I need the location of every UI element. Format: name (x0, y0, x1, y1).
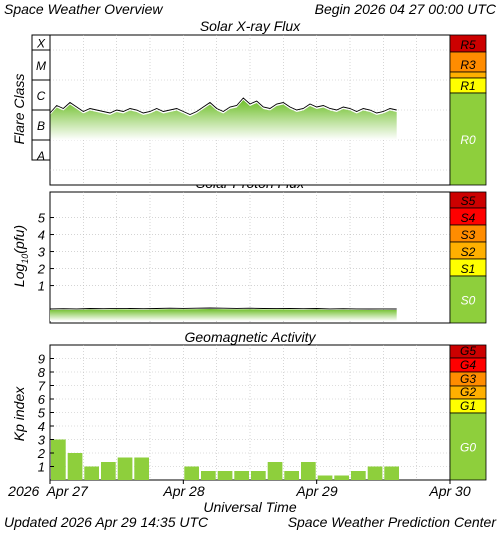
kp-bar (84, 466, 99, 480)
begin-time: Begin 2026 04 27 00:00 UTC (315, 1, 497, 17)
scale-label-g2: G2 (460, 385, 476, 399)
kp-bar (184, 466, 199, 480)
proton-ytick-label: 3 (38, 245, 46, 260)
scale-label-s2: S2 (461, 245, 476, 259)
kp-bar (251, 471, 266, 480)
scale-label-g3: G3 (460, 372, 476, 386)
scale-label-s5: S5 (461, 194, 476, 208)
flare-class-c: C (37, 89, 46, 103)
proton-series (49, 307, 397, 321)
scale-label-r5: R5 (460, 38, 476, 52)
kp-bar (317, 475, 333, 480)
kp-bar (201, 471, 216, 480)
kp-bars (51, 439, 399, 480)
scale-segment (449, 275, 487, 324)
proton-ytick-label: 5 (38, 211, 46, 226)
scale-label-g4: G4 (460, 358, 476, 372)
kp-bar (367, 466, 383, 480)
kp-ytick-label: 9 (38, 352, 45, 367)
scale-segment (449, 412, 487, 481)
kp-ytick-label: 2 (37, 446, 46, 461)
scale-label-g1: G1 (460, 399, 476, 413)
kp-ytick-label: 8 (38, 365, 46, 380)
kp-ytick-label: 1 (38, 460, 45, 475)
scale-label-s3: S3 (461, 228, 476, 242)
proton-line (49, 307, 397, 310)
x-tick-apr27: 2026 Apr 27 (7, 483, 89, 499)
kp-bar (67, 453, 83, 480)
scale-label-g5: G5 (460, 344, 476, 358)
kp-title: Geomagnetic Activity (185, 329, 317, 345)
scale-label-s1: S1 (461, 262, 476, 276)
kp-bar (284, 471, 299, 480)
scale-label-r3: R3 (460, 58, 476, 72)
x-tick-apr30: Apr 30 (428, 483, 470, 499)
kp-bar (384, 466, 399, 480)
updated-time: Updated 2026 Apr 29 14:35 UTC (4, 514, 209, 530)
scale-label-s4: S4 (461, 211, 476, 225)
flare-class-b: B (37, 119, 45, 133)
kp-ytick-label: 4 (38, 419, 45, 434)
kp-ytick-label: 6 (38, 392, 46, 407)
kp-bar (267, 462, 283, 480)
grid-lines (50, 35, 450, 480)
scale-segment (449, 92, 487, 186)
xray-series (49, 97, 397, 140)
flare-class-column (31, 34, 51, 161)
swpc-credit: Space Weather Prediction Center (288, 514, 498, 530)
proton-ylabel: Log10(pfu) (11, 225, 30, 287)
proton-ytick-label: 1 (38, 279, 45, 294)
flare-class-m: M (36, 59, 46, 73)
proton-area (50, 309, 397, 321)
kp-ylabel: Kp index (11, 386, 27, 441)
kp-bar (351, 471, 366, 480)
scale-label-s0: S0 (461, 294, 476, 308)
kp-bar (234, 471, 249, 480)
kp-ytick-label: 7 (38, 379, 46, 394)
xray-line (49, 97, 397, 115)
x-tick-apr28: Apr 28 (162, 483, 204, 499)
scale-label-r0: R0 (460, 133, 476, 147)
x-axis-label: Universal Time (203, 499, 296, 515)
kp-bar (301, 462, 316, 480)
page-title: Space Weather Overview (4, 1, 163, 17)
kp-bar (334, 475, 349, 480)
kp-bar (117, 457, 133, 480)
scale-label-r1: R1 (460, 79, 475, 93)
kp-bar (101, 462, 116, 480)
x-tick-apr29: Apr 29 (295, 483, 337, 499)
kp-ytick-label: 5 (38, 406, 46, 421)
kp-bar (217, 471, 233, 480)
proton-ytick-label: 2 (37, 262, 46, 277)
kp-bar (134, 457, 149, 480)
xray-ylabel: Flare Class (11, 74, 27, 145)
kp-bar (51, 439, 66, 480)
flare-class-a: A (36, 149, 45, 163)
kp-ytick-label: 3 (38, 433, 46, 448)
flare-class-x: X (36, 37, 46, 51)
xray-title: Solar X-ray Flux (200, 18, 301, 34)
scale-segment (449, 71, 487, 79)
scale-label-g0: G0 (460, 441, 476, 455)
xray-area (50, 100, 397, 140)
proton-ytick-label: 4 (38, 228, 45, 243)
